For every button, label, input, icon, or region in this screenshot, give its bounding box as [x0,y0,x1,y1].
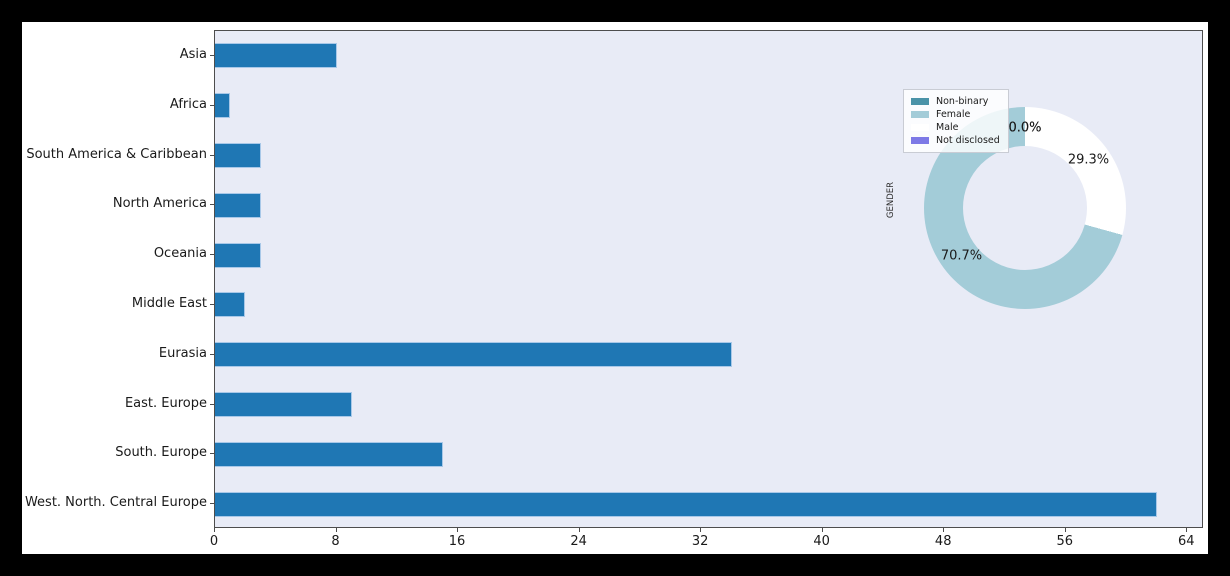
bar-asia [215,43,337,69]
gender-axis-label: GENDER [886,181,896,219]
y-tick-label: North America [112,196,207,212]
bar-middle-east [215,292,246,318]
x-tick-label: 32 [691,534,709,549]
bar-eurasia [215,342,732,368]
y-tick-label: South America & Caribbean [26,146,207,162]
y-tick-label: South. Europe [115,445,207,461]
y-tick-label: East. Europe [124,395,207,411]
x-tick-mark [821,528,823,532]
x-tick-label: 40 [813,534,830,549]
x-tick-mark [1064,528,1066,532]
legend-item-male: Male [911,121,1000,134]
x-tick-label: 64 [1178,534,1195,549]
bar-east-europe [215,392,352,417]
y-tick-mark [210,104,214,106]
legend-swatch-icon [911,111,929,118]
x-tick-label: 48 [934,534,952,549]
legend-swatch-icon [911,137,929,144]
legend-label: Non-binary [936,96,989,107]
x-tick-mark [1186,528,1188,532]
y-tick-mark [210,303,214,305]
y-tick-label: Oceania [153,246,207,262]
y-tick-label: Africa [169,96,207,112]
y-tick-mark [210,154,214,156]
y-tick-mark [210,254,214,256]
pct-label-not-disclosed: 0.0% [1008,120,1042,136]
y-tick-mark [210,403,214,405]
donut-hole [963,146,1087,270]
x-tick-mark [943,528,945,532]
x-tick-mark [214,528,215,532]
bar-west-north-central-europe [215,491,1157,517]
legend-swatch-icon [911,98,929,105]
pct-label-female: 70.7% [940,248,983,264]
pct-label-non-binary: 0.0% [1008,120,1042,136]
legend-item-not-disclosed: Not disclosed [911,134,1000,147]
y-tick-mark [210,204,214,206]
x-tick-label: 8 [331,534,340,549]
x-tick-label: 24 [570,534,587,549]
y-tick-mark [210,353,214,355]
x-tick-mark [578,528,580,532]
legend: Non-binary Female Male Not disclosed [903,89,1009,153]
bar-north-america [215,192,261,218]
legend-item-female: Female [911,108,1000,121]
bar-south-europe [215,441,443,467]
figure: Asia Africa South America & Caribbean North… [22,22,1208,554]
y-tick-label: West. North. Central Europe [24,495,207,511]
plot-area: GENDER 0.0% 70.7% 29.3% 0.0% Non-binary Fema… [214,30,1203,528]
y-tick-mark [210,503,214,505]
pct-label-male: 29.3% [1067,152,1110,168]
y-tick-label: Middle East [131,295,207,311]
legend-label: Male [936,122,959,133]
y-tick-mark [210,453,214,455]
x-tick-mark [335,528,337,532]
legend-swatch-icon [911,124,929,131]
bar-africa [215,93,231,119]
bar-south-america-caribbean [215,143,261,168]
legend-label: Female [936,109,971,120]
bar-oceania [215,242,261,268]
x-tick-label: 56 [1056,534,1074,549]
legend-item-non-binary: Non-binary [911,95,1000,108]
y-tick-label: Asia [179,46,207,62]
x-tick-mark [700,528,702,532]
y-tick-label: Eurasia [158,345,207,361]
legend-label: Not disclosed [936,135,1000,146]
x-tick-mark [457,528,459,532]
y-tick-mark [210,54,214,56]
x-tick-label: 16 [448,534,466,549]
x-tick-label: 0 [209,534,219,549]
